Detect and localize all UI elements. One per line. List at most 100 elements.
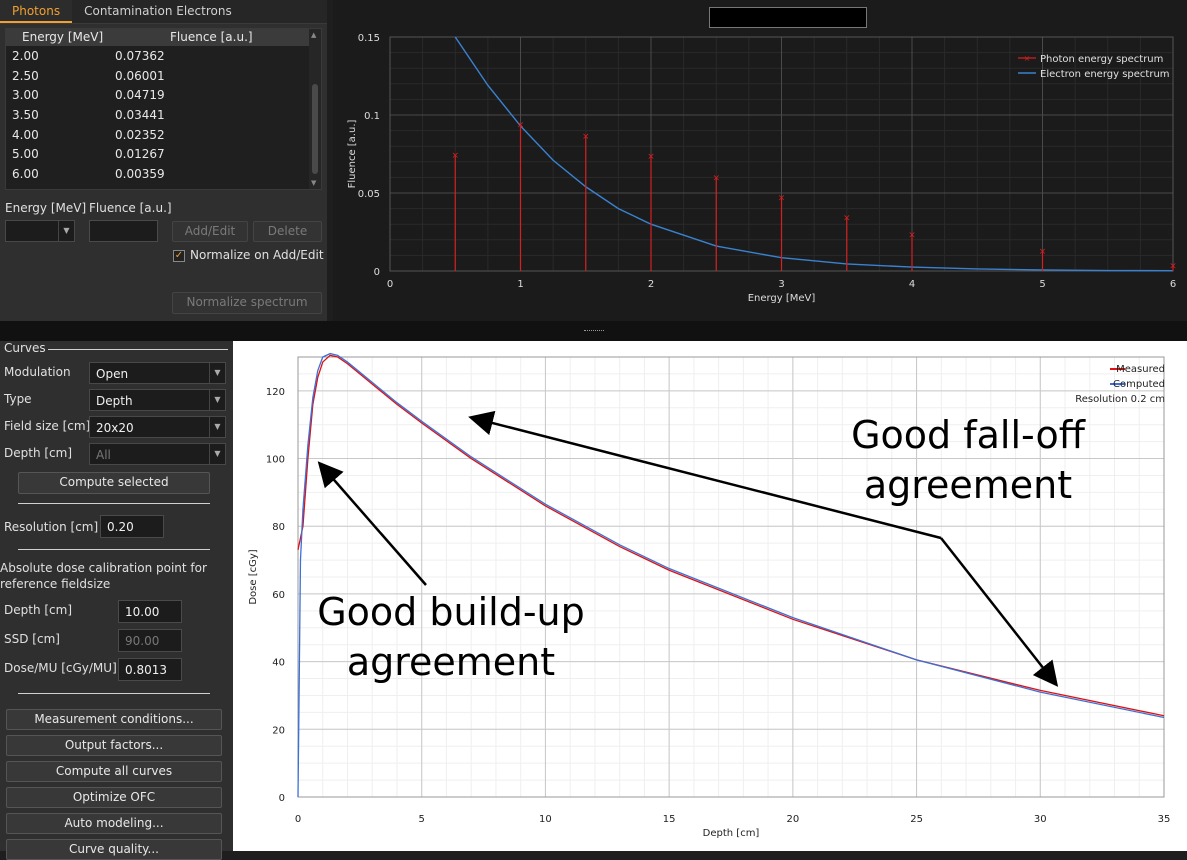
x-tick-label: 6 <box>1170 279 1176 290</box>
ssd-input[interactable]: 90.00 <box>118 629 182 652</box>
divider <box>18 693 210 694</box>
fluence-input[interactable] <box>89 220 158 242</box>
dose-mu-input[interactable]: 0.8013 <box>118 658 182 681</box>
arrow-buildup <box>317 461 427 586</box>
legend-label-photon: Photon energy spectrum <box>1040 54 1163 65</box>
y-tick-label: 40 <box>272 658 285 669</box>
splitter[interactable] <box>0 321 1187 341</box>
curves-section-title: Curves <box>4 341 46 355</box>
photon-marker: × <box>451 151 459 161</box>
column-header-fluence[interactable]: Fluence [a.u.] <box>170 30 253 44</box>
modulation-label: Modulation <box>4 365 71 379</box>
measurement-conditions-button[interactable]: Measurement conditions... <box>6 709 222 730</box>
photon-marker: × <box>517 120 525 130</box>
x-tick-label: 10 <box>539 814 552 825</box>
output-factors-button[interactable]: Output factors... <box>6 735 222 756</box>
modulation-value: Open <box>96 367 129 381</box>
resolution-input[interactable]: 0.20 <box>100 515 164 538</box>
scroll-up-icon[interactable]: ▲ <box>311 31 317 39</box>
x-tick-label: 3 <box>778 279 784 290</box>
y-axis-label: Fluence [a.u.] <box>347 120 358 189</box>
table-row[interactable]: 3.00 0.04719 <box>6 85 321 105</box>
type-value: Depth <box>96 394 133 408</box>
x-axis-label: Energy [MeV] <box>748 293 816 304</box>
tab-contamination-electrons[interactable]: Contamination Electrons <box>84 4 232 18</box>
calib-depth-label: Depth [cm] <box>4 603 73 617</box>
divider <box>18 503 210 504</box>
field-size-value: 20x20 <box>96 421 134 435</box>
y-tick-label: 80 <box>272 522 285 533</box>
curve-quality-button[interactable]: Curve quality... <box>6 839 222 860</box>
normalize-spectrum-button[interactable]: Normalize spectrum <box>172 292 322 314</box>
cell-energy: 3.00 <box>12 88 39 103</box>
photon-marker: × <box>582 132 590 142</box>
normalize-checkbox[interactable]: ✓ <box>173 250 185 262</box>
depth-value: All <box>96 448 111 462</box>
table-row[interactable]: 4.00 0.02352 <box>6 125 321 145</box>
photon-marker: × <box>908 230 916 240</box>
depth-select[interactable]: All ▼ <box>89 443 226 465</box>
calibration-title-line2: reference fieldsize <box>0 577 111 591</box>
chart-title-box[interactable] <box>709 7 867 28</box>
spectrum-chart-panel: 0 1 2 3 4 5 6 0 0.05 0.1 0.15 Energy [MeV] Fluence [… <box>333 0 1187 321</box>
table-scrollbar[interactable]: ▲ ▼ <box>309 29 321 189</box>
compute-selected-button[interactable]: Compute selected <box>18 472 210 494</box>
table-row[interactable]: 2.00 0.07362 <box>6 46 321 66</box>
y-tick-label: 0.1 <box>364 111 380 122</box>
x-tick-label: 1 <box>517 279 523 290</box>
cell-fluence: 0.02352 <box>115 127 165 142</box>
table-header: Energy [MeV] Fluence [a.u.] <box>6 29 321 46</box>
arrow-falloff-upper <box>468 410 942 540</box>
normalize-checkbox-label: Normalize on Add/Edit <box>190 248 324 262</box>
auto-modeling-button[interactable]: Auto modeling... <box>6 813 222 834</box>
table-row[interactable]: 6.00 0.00359 <box>6 164 321 184</box>
table-row[interactable]: 3.50 0.03441 <box>6 105 321 125</box>
add-edit-button[interactable]: Add/Edit <box>172 221 248 242</box>
x-tick-label: 15 <box>663 814 676 825</box>
plot-area <box>297 356 1165 798</box>
y-tick-label: 0 <box>279 793 285 804</box>
photon-marker: × <box>843 213 851 223</box>
type-select[interactable]: Depth ▼ <box>89 389 226 411</box>
x-axis-label: Depth [cm] <box>703 828 760 839</box>
compute-all-curves-button[interactable]: Compute all curves <box>6 761 222 782</box>
x-tick-label: 0 <box>295 814 301 825</box>
dose-chart: 0 5 10 15 20 25 30 35 0 20 40 60 80 100 120 Depth [cm] D… <box>248 352 1171 839</box>
photon-marker: × <box>1039 247 1047 257</box>
energy-label: Energy [MeV] <box>5 201 87 215</box>
annotation-falloff-line2: agreement <box>864 463 1072 507</box>
scrollbar-thumb[interactable] <box>312 84 318 174</box>
y-tick-label: 0.05 <box>358 189 380 200</box>
legend-label-electron: Electron energy spectrum <box>1040 69 1170 80</box>
fluence-label: Fluence [a.u.] <box>89 201 172 215</box>
y-tick-label: 60 <box>272 590 285 601</box>
cell-energy: 2.00 <box>12 48 39 63</box>
chevron-down-icon: ▼ <box>209 363 225 383</box>
spectrum-table[interactable]: Energy [MeV] Fluence [a.u.] 2.00 0.07362 2… <box>5 28 322 190</box>
energy-combo[interactable]: ▼ <box>5 220 75 242</box>
tab-photons[interactable]: Photons <box>0 0 73 23</box>
table-row[interactable]: 2.50 0.06001 <box>6 66 321 86</box>
chevron-down-icon: ▼ <box>209 444 225 464</box>
optimize-ofc-button[interactable]: Optimize OFC <box>6 787 222 808</box>
cell-fluence: 0.06001 <box>115 68 165 83</box>
scroll-down-icon[interactable]: ▼ <box>311 179 317 187</box>
delete-button[interactable]: Delete <box>253 221 322 242</box>
depth-label: Depth [cm] <box>4 446 73 460</box>
modulation-select[interactable]: Open ▼ <box>89 362 226 384</box>
calibration-title-line1: Absolute dose calibration point for <box>0 561 207 575</box>
y-axis-label: Dose [cGy] <box>248 549 259 604</box>
resolution-label: Resolution [cm] <box>4 520 99 534</box>
field-size-select[interactable]: 20x20 ▼ <box>89 416 226 438</box>
chevron-down-icon: ▼ <box>209 417 225 437</box>
x-tick-label: 25 <box>910 814 923 825</box>
photon-marker: × <box>778 193 786 203</box>
x-tick-label: 5 <box>419 814 425 825</box>
curves-panel: Curves Modulation Open ▼ Type Depth ▼ Fiel… <box>0 341 233 860</box>
calib-depth-input[interactable]: 10.00 <box>118 600 182 623</box>
splitter-grip-icon[interactable] <box>584 330 604 332</box>
table-row[interactable]: 5.00 0.01267 <box>6 144 321 164</box>
cell-energy: 3.50 <box>12 107 39 122</box>
column-header-energy[interactable]: Energy [MeV] <box>22 30 104 44</box>
x-tick-label: 35 <box>1158 814 1171 825</box>
